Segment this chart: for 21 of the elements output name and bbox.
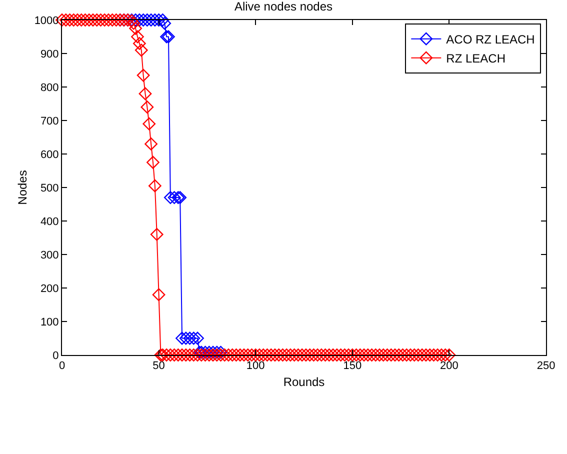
- x-tick-label: 50: [152, 360, 165, 372]
- y-tick-label: 800: [40, 82, 59, 94]
- y-tick-label: 0: [52, 350, 59, 362]
- y-tick-label: 900: [40, 48, 59, 60]
- x-axis-title: Rounds: [283, 375, 325, 390]
- y-tick-label: 100: [40, 316, 59, 328]
- y-tick-label: 300: [40, 249, 59, 262]
- chart-title: Alive nodes nodes: [234, 0, 333, 14]
- y-tick-label: 500: [40, 182, 59, 194]
- y-tick-label: 200: [40, 282, 59, 295]
- x-tick-label: 200: [440, 360, 458, 372]
- x-tick-label: 150: [343, 360, 362, 372]
- y-tick-label: 400: [40, 216, 59, 228]
- y-tick-label: 600: [40, 148, 59, 161]
- x-tick-label: 100: [246, 360, 265, 372]
- x-tick-label: 250: [536, 360, 556, 372]
- y-tick-label: 1000: [34, 14, 59, 27]
- legend-label: ACO RZ LEACH: [446, 32, 535, 47]
- y-tick-label: 700: [40, 115, 59, 128]
- legend-label: RZ LEACH: [446, 52, 506, 66]
- y-axis-title: Nodes: [16, 170, 30, 205]
